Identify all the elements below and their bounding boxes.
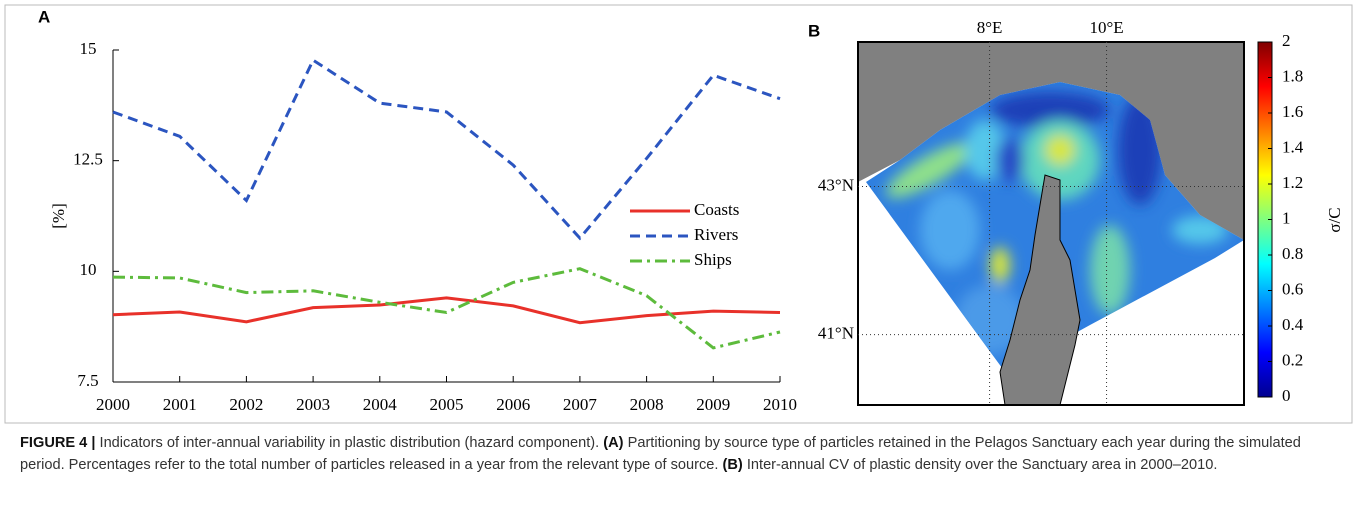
y-tick-label: 43°N (818, 175, 854, 194)
line-series (112, 57, 781, 241)
x-tick-label: 2005 (430, 395, 464, 414)
caption-a-label: (A) (603, 435, 624, 451)
y-tick-label: 41°N (818, 324, 854, 343)
y-tick-label: 7.5 (77, 371, 98, 390)
figure-border (4, 4, 1353, 424)
panel-label: A (38, 7, 50, 26)
colorbar-tick-label: 0.6 (1282, 279, 1303, 298)
line-series (112, 296, 781, 325)
x-tick-label: 10°E (1089, 18, 1123, 37)
y-tick-label: 10 (80, 260, 97, 279)
x-tick-label: 2000 (96, 395, 130, 414)
x-tick-label: 8°E (977, 18, 1003, 37)
x-tick-label: 2006 (496, 395, 530, 414)
x-tick-label: 2002 (229, 395, 263, 414)
y-tick-label: 12.5 (73, 150, 103, 169)
caption-b-label: (B) (722, 457, 743, 473)
y-tick-label: 15 (80, 39, 97, 58)
figure-label: FIGURE 4 | (20, 435, 96, 451)
colorbar-tick-label: 1.8 (1282, 66, 1303, 85)
x-tick-label: 2007 (563, 395, 598, 414)
caption-title: Indicators of inter-annual variability i… (99, 435, 600, 451)
colorbar-tick-label: 0.2 (1282, 350, 1303, 369)
legend-label: Rivers (694, 225, 738, 244)
x-tick-label: 2003 (296, 395, 330, 414)
colorbar-tick-label: 2 (1282, 31, 1291, 50)
colorbar-tick-label: 1.4 (1282, 137, 1304, 156)
colorbar-tick-label: 1.2 (1282, 173, 1303, 192)
colorbar-tick-label: 0.8 (1282, 244, 1303, 263)
colorbar-tick-label: 1 (1282, 208, 1291, 227)
caption-a-text: Partitioning by source type of particles… (20, 435, 1301, 473)
x-tick-label: 2004 (363, 395, 398, 414)
colorbar-tick-label: 0 (1282, 386, 1291, 405)
legend-label: Ships (694, 250, 732, 269)
map-background (857, 41, 1273, 406)
x-tick-label: 2001 (163, 395, 197, 414)
x-tick-label: 2008 (630, 395, 664, 414)
colorbar-tick-label: 1.6 (1282, 102, 1303, 121)
x-tick-label: 2010 (763, 395, 797, 414)
colorbar-label: σ/C (1325, 207, 1344, 232)
y-axis-label: [%] (49, 203, 68, 228)
colorbar-tick-label: 0.4 (1282, 315, 1304, 334)
panel-label: B (808, 21, 820, 40)
x-tick-label: 2009 (696, 395, 730, 414)
line-series (112, 267, 781, 350)
legend-label: Coasts (694, 200, 739, 219)
caption: FIGURE 4 | Indicators of inter-annual va… (20, 432, 1338, 476)
caption-b-text: Inter-annual CV of plastic density over … (746, 457, 1218, 473)
